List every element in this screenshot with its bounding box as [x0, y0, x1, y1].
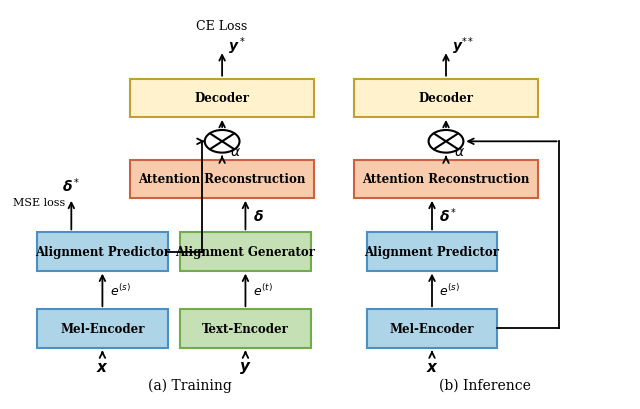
Text: Decoder: Decoder	[419, 92, 474, 105]
FancyBboxPatch shape	[367, 309, 497, 348]
FancyBboxPatch shape	[131, 160, 314, 198]
Text: $\boldsymbol{x}$: $\boldsymbol{x}$	[426, 360, 438, 374]
Text: Text-Encoder: Text-Encoder	[202, 322, 289, 335]
Text: $\boldsymbol{\delta}^*$: $\boldsymbol{\delta}^*$	[62, 176, 81, 194]
FancyBboxPatch shape	[367, 233, 497, 271]
Text: $e^{(s)}$: $e^{(s)}$	[440, 282, 460, 298]
Circle shape	[429, 130, 463, 153]
Text: Attention Reconstruction: Attention Reconstruction	[362, 173, 530, 186]
FancyBboxPatch shape	[131, 79, 314, 118]
Text: $\hat{\alpha}$: $\hat{\alpha}$	[454, 142, 465, 160]
Text: (b) Inference: (b) Inference	[439, 378, 531, 392]
Text: Alignment Predictor: Alignment Predictor	[35, 245, 170, 258]
Text: $\boldsymbol{y}^{**}$: $\boldsymbol{y}^{**}$	[452, 36, 475, 57]
FancyBboxPatch shape	[180, 233, 311, 271]
Text: Alignment Generator: Alignment Generator	[175, 245, 316, 258]
FancyBboxPatch shape	[37, 309, 168, 348]
Text: $e^{(t)}$: $e^{(t)}$	[253, 282, 273, 298]
Text: $\boldsymbol{x}$: $\boldsymbol{x}$	[96, 360, 109, 374]
Text: $\boldsymbol{y}$: $\boldsymbol{y}$	[239, 359, 252, 375]
Text: $\hat{\alpha}$: $\hat{\alpha}$	[230, 142, 241, 160]
FancyBboxPatch shape	[355, 79, 538, 118]
Text: Mel-Encoder: Mel-Encoder	[60, 322, 145, 335]
FancyBboxPatch shape	[180, 309, 311, 348]
Text: Decoder: Decoder	[195, 92, 250, 105]
Text: CE Loss: CE Loss	[196, 20, 248, 33]
Text: $e^{(s)}$: $e^{(s)}$	[110, 282, 131, 298]
Circle shape	[205, 130, 239, 153]
Text: $\boldsymbol{y}^*$: $\boldsymbol{y}^*$	[228, 36, 246, 57]
FancyBboxPatch shape	[37, 233, 168, 271]
Text: Mel-Encoder: Mel-Encoder	[390, 322, 474, 335]
Text: $\boldsymbol{\delta}$: $\boldsymbol{\delta}$	[253, 208, 264, 223]
Text: $\boldsymbol{\delta}^*$: $\boldsymbol{\delta}^*$	[440, 206, 458, 225]
FancyBboxPatch shape	[355, 160, 538, 198]
Text: Alignment Predictor: Alignment Predictor	[365, 245, 499, 258]
Text: MSE loss: MSE loss	[13, 198, 65, 207]
Text: Attention Reconstruction: Attention Reconstruction	[138, 173, 306, 186]
Text: (a) Training: (a) Training	[148, 378, 232, 392]
